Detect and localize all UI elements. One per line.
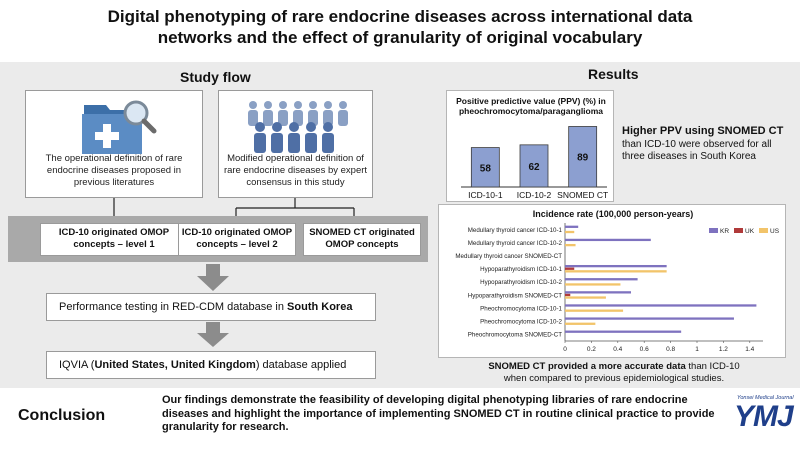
incidence-bar-us	[565, 309, 624, 312]
incidence-category-label: Medullary thyroid cancer ICD-10-2	[468, 240, 563, 247]
concept-icd10-level1: ICD-10 originated OMOP concepts – level …	[40, 223, 188, 256]
conclusion-text: Our findings demonstrate the feasibility…	[162, 394, 715, 433]
concept-icd10-level2: ICD-10 originated OMOP concepts – level …	[178, 223, 296, 256]
legend-label-kr: KR	[720, 228, 729, 235]
incidence-bar-uk	[565, 267, 575, 270]
page-title: Digital phenotyping of rare endocrine di…	[0, 6, 800, 48]
concept-snomed: SNOMED CT originated OMOP concepts	[303, 223, 421, 256]
incidence-category-label: Medullary thyroid cancer SNOMED-CT	[455, 253, 562, 260]
incidence-bar-us	[565, 243, 576, 247]
arrow-down-icon	[197, 322, 229, 347]
ppv-bar-value-label: 58	[480, 163, 492, 174]
study-flow-heading: Study flow	[180, 69, 251, 85]
incidence-bar-kr	[565, 330, 682, 333]
legend-swatch-us	[759, 228, 768, 233]
testing-text-prefix: Performance testing in RED-CDM database …	[59, 301, 284, 313]
incidence-category-label: Hypoparathyroidism SNOMED-CT	[468, 292, 562, 299]
incidence-bar-us	[565, 322, 596, 325]
incidence-category-label: Pheochromocytoma SNOMED-CT	[468, 332, 562, 339]
ppv-category-label: SNOMED CT	[557, 190, 608, 200]
ppv-bar-value-label: 62	[528, 162, 540, 173]
ppv-note-rest: than ICD-10 were observed for all three …	[622, 138, 772, 163]
testing-box: Performance testing in RED-CDM database …	[46, 293, 376, 321]
incidence-category-label: Hypoparathyroidism ICD-10-1	[480, 266, 562, 273]
incidence-bar-us	[565, 270, 667, 273]
incidence-bar-kr	[565, 291, 631, 294]
iqvia-prefix: IQVIA (	[59, 359, 95, 371]
definition-modified-text: Modified operational definition of rare …	[223, 153, 368, 188]
incidence-x-tick-label: 0.8	[666, 346, 675, 353]
ppv-chart-card: Positive predictive value (PPV) (%) in p…	[446, 90, 614, 202]
ppv-category-label: ICD-10-2	[517, 190, 552, 200]
journal-name: Yonsei Medical Journal	[737, 395, 794, 401]
definition-previous-text: The operational definition of rare endoc…	[45, 153, 183, 188]
incidence-note-rest2: when compared to previous epidemiologica…	[503, 372, 725, 384]
expert-group-icon	[248, 101, 348, 153]
incidence-chart: Incidence rate (100,000 person-years) 0 0.…	[455, 209, 780, 353]
ppv-note: Higher PPV using SNOMED CT than ICD-10 w…	[622, 125, 792, 164]
definition-box-modified: Modified operational definition of rare …	[218, 90, 373, 198]
ppv-bar	[568, 126, 598, 188]
legend-label-us: US	[770, 228, 780, 235]
incidence-bar-kr	[565, 304, 757, 307]
conclusion-label: Conclusion	[18, 407, 106, 424]
incidence-note: SNOMED CT provided a more accurate data …	[436, 361, 792, 384]
incidence-chart-title: Incidence rate (100,000 person-years)	[533, 209, 694, 219]
ppv-chart: 58 ICD-10-1 62 ICD-10-2 89 SNOMED CT	[461, 126, 608, 200]
incidence-x-tick-label: 0.4	[613, 346, 622, 353]
arrow-down-icon	[197, 264, 229, 291]
incidence-category-label: Pheochromocytoma ICD-10-1	[480, 305, 562, 312]
incidence-note-bold: SNOMED CT provided a more accurate data	[488, 361, 686, 372]
incidence-category-label: Hypoparathyroidism ICD-10-2	[480, 279, 562, 286]
iqvia-bold: United States, United Kingdom	[94, 359, 256, 371]
iqvia-suffix: ) database applied	[255, 359, 347, 371]
incidence-category-label: Pheochromocytoma ICD-10-2	[480, 319, 562, 326]
incidence-x-tick-label: 1.2	[719, 346, 728, 353]
medical-folder-icon	[82, 100, 157, 154]
incidence-bar-kr	[565, 278, 638, 281]
incidence-bar-kr	[565, 238, 651, 242]
incidence-category-label: Medullary thyroid cancer ICD-10-1	[468, 227, 563, 234]
incidence-x-tick-label: 1	[695, 346, 699, 353]
incidence-bar-kr	[565, 225, 579, 228]
definition-box-previous: The operational definition of rare endoc…	[25, 90, 203, 198]
incidence-x-tick-label: 0.6	[640, 346, 649, 353]
ppv-note-bold: Higher PPV using SNOMED CT	[622, 125, 784, 137]
ppv-bar	[470, 147, 500, 188]
incidence-chart-card: Incidence rate (100,000 person-years) 0 0.…	[438, 204, 786, 358]
legend-swatch-uk	[734, 228, 743, 233]
journal-logo: YMJ	[734, 400, 794, 433]
incidence-x-tick-label: 1.4	[745, 346, 754, 353]
title-line-2: networks and the effect of granularity o…	[157, 28, 643, 47]
incidence-bar-kr	[565, 317, 734, 320]
incidence-bar-us	[565, 283, 621, 286]
incidence-x-tick-label: 0.2	[587, 346, 596, 353]
results-heading: Results	[588, 66, 639, 82]
testing-text-bold: South Korea	[287, 301, 353, 313]
incidence-note-rest1: than ICD-10	[685, 361, 740, 372]
title-line-1: Digital phenotyping of rare endocrine di…	[107, 7, 693, 26]
iqvia-box: IQVIA (United States, United Kingdom) da…	[46, 351, 376, 379]
incidence-bar-uk	[565, 293, 571, 297]
incidence-bar-us	[565, 230, 575, 234]
legend-swatch-kr	[709, 228, 718, 233]
incidence-bar-kr	[565, 264, 667, 268]
ppv-category-label: ICD-10-1	[468, 190, 503, 200]
ppv-bar	[519, 144, 549, 188]
legend-label-uk: UK	[745, 228, 755, 235]
ppv-chart-title: Positive predictive value (PPV) (%) in p…	[456, 96, 606, 116]
ppv-bar-value-label: 89	[577, 153, 589, 164]
incidence-x-tick-label: 0	[563, 346, 567, 353]
incidence-bar-us	[565, 296, 606, 299]
